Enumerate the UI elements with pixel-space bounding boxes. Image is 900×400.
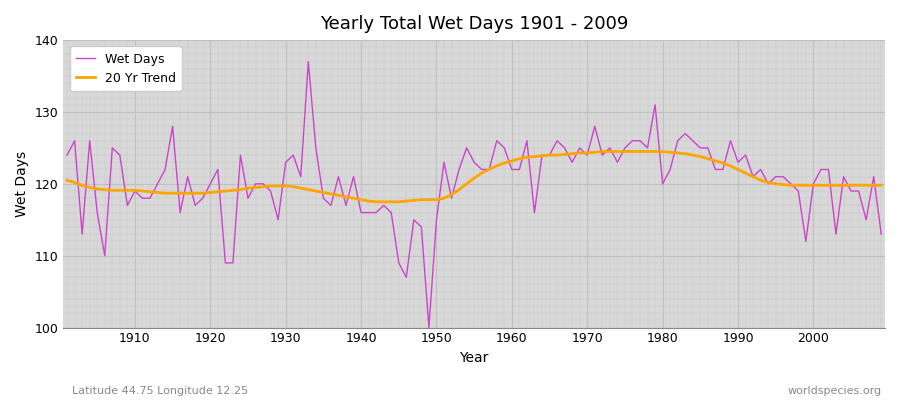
Wet Days bbox=[288, 153, 299, 158]
Wet Days bbox=[62, 153, 73, 158]
Wet Days bbox=[514, 167, 525, 172]
Y-axis label: Wet Days: Wet Days bbox=[15, 151, 29, 217]
20 Yr Trend bbox=[288, 184, 299, 189]
Text: Latitude 44.75 Longitude 12.25: Latitude 44.75 Longitude 12.25 bbox=[72, 386, 248, 396]
Wet Days bbox=[424, 325, 435, 330]
Wet Days bbox=[303, 59, 314, 64]
Wet Days bbox=[340, 203, 351, 208]
20 Yr Trend bbox=[514, 156, 525, 161]
Legend: Wet Days, 20 Yr Trend: Wet Days, 20 Yr Trend bbox=[69, 46, 182, 91]
X-axis label: Year: Year bbox=[460, 351, 489, 365]
20 Yr Trend bbox=[612, 149, 623, 154]
Line: Wet Days: Wet Days bbox=[68, 62, 881, 328]
20 Yr Trend bbox=[371, 200, 382, 204]
Text: worldspecies.org: worldspecies.org bbox=[788, 386, 882, 396]
Wet Days bbox=[612, 160, 623, 165]
Title: Yearly Total Wet Days 1901 - 2009: Yearly Total Wet Days 1901 - 2009 bbox=[320, 15, 628, 33]
20 Yr Trend bbox=[122, 188, 133, 193]
20 Yr Trend bbox=[597, 149, 608, 154]
Wet Days bbox=[876, 232, 886, 236]
Wet Days bbox=[521, 138, 532, 143]
20 Yr Trend bbox=[876, 183, 886, 188]
20 Yr Trend bbox=[62, 178, 73, 183]
20 Yr Trend bbox=[333, 193, 344, 198]
Wet Days bbox=[122, 203, 133, 208]
20 Yr Trend bbox=[507, 158, 517, 163]
Line: 20 Yr Trend: 20 Yr Trend bbox=[68, 152, 881, 202]
